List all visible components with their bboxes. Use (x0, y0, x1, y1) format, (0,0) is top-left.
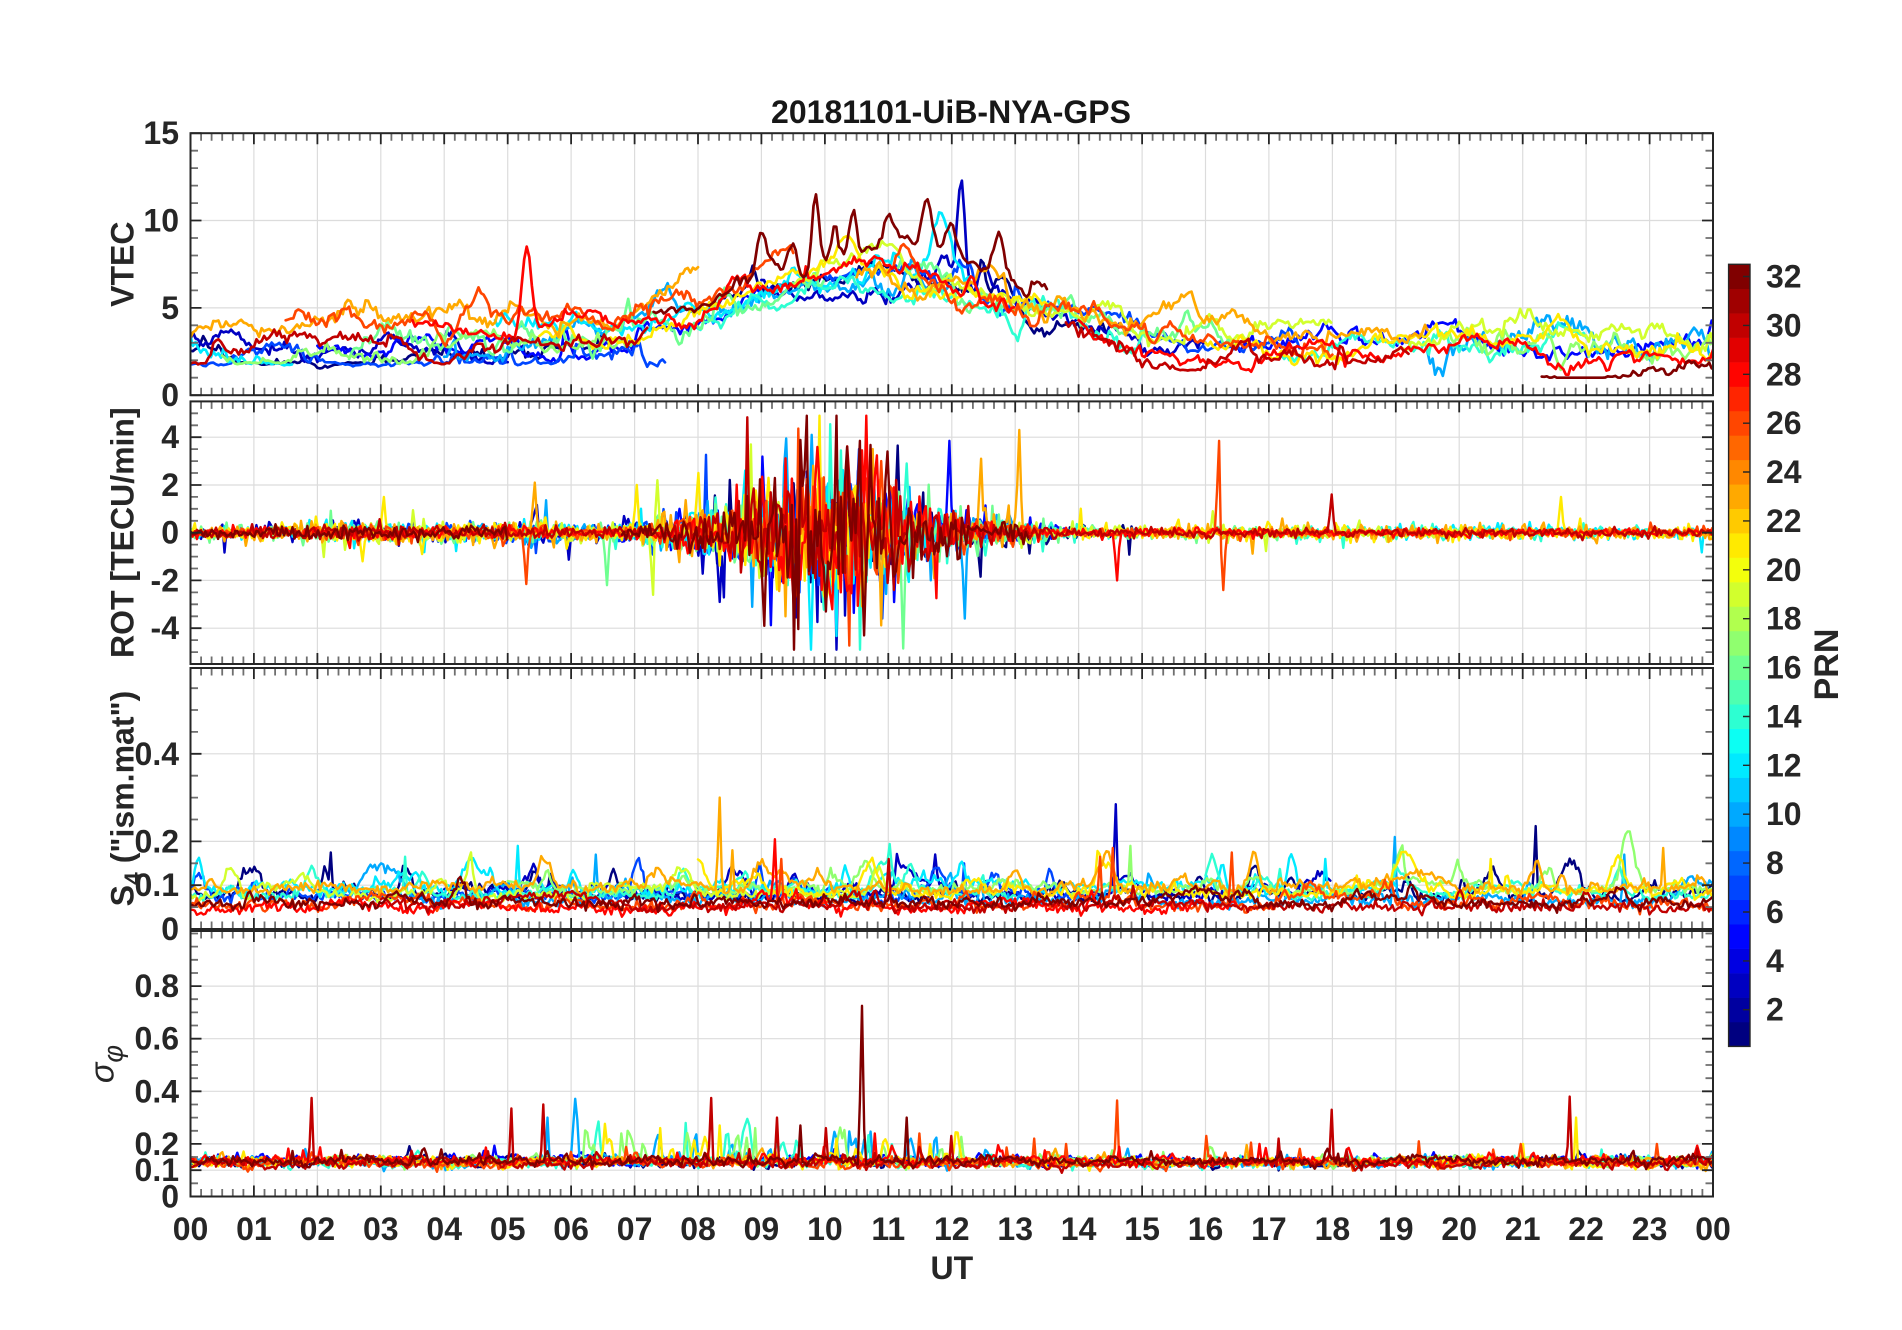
svg-text:06: 06 (553, 1211, 589, 1247)
svg-text:11: 11 (871, 1211, 905, 1247)
svg-text:0.2: 0.2 (135, 1126, 179, 1162)
svg-text:02: 02 (300, 1211, 336, 1247)
svg-text:14: 14 (1061, 1211, 1097, 1247)
svg-text:0: 0 (161, 377, 179, 413)
svg-text:4: 4 (161, 419, 179, 455)
svg-text:15: 15 (143, 115, 179, 151)
svg-text:0.2: 0.2 (135, 823, 179, 859)
svg-text:26: 26 (1766, 405, 1802, 441)
svg-text:16: 16 (1188, 1211, 1224, 1247)
svg-text:22: 22 (1766, 503, 1802, 539)
svg-text:21: 21 (1505, 1211, 1541, 1247)
svg-text:8: 8 (1766, 845, 1784, 881)
svg-text:09: 09 (744, 1211, 780, 1247)
svg-text:20: 20 (1441, 1211, 1477, 1247)
svg-text:12: 12 (1766, 747, 1802, 783)
svg-text:00: 00 (173, 1211, 209, 1247)
svg-text:04: 04 (426, 1211, 462, 1247)
svg-text:-4: -4 (151, 610, 180, 646)
svg-text:10: 10 (1766, 796, 1802, 832)
svg-text:19: 19 (1378, 1211, 1414, 1247)
svg-text:28: 28 (1766, 356, 1802, 392)
svg-text:0: 0 (161, 1179, 179, 1215)
svg-text:18: 18 (1766, 601, 1802, 637)
svg-text:PRN: PRN (1808, 629, 1846, 701)
svg-text:23: 23 (1632, 1211, 1668, 1247)
svg-text:14: 14 (1766, 699, 1802, 735)
svg-text:2: 2 (1766, 992, 1784, 1028)
svg-text:0.4: 0.4 (135, 736, 180, 772)
svg-text:0.1: 0.1 (135, 867, 179, 903)
svg-text:4: 4 (1766, 943, 1784, 979)
svg-text:05: 05 (490, 1211, 526, 1247)
svg-text:UT: UT (930, 1250, 973, 1286)
svg-text:22: 22 (1568, 1211, 1604, 1247)
svg-text:30: 30 (1766, 307, 1802, 343)
svg-text:0: 0 (161, 911, 179, 947)
svg-text:ROT [TECU/min]: ROT [TECU/min] (105, 407, 141, 658)
svg-text:S4 ("ism.mat"): S4 ("ism.mat") (105, 691, 146, 907)
svg-text:20: 20 (1766, 552, 1802, 588)
svg-text:01: 01 (236, 1211, 272, 1247)
svg-text:-2: -2 (151, 562, 179, 598)
svg-text:6: 6 (1766, 894, 1784, 930)
svg-text:18: 18 (1315, 1211, 1351, 1247)
svg-text:00: 00 (1695, 1211, 1731, 1247)
svg-text:0.1: 0.1 (135, 1152, 179, 1188)
svg-text:0.4: 0.4 (135, 1073, 180, 1109)
svg-text:12: 12 (934, 1211, 970, 1247)
svg-text:10: 10 (143, 203, 179, 239)
svg-text:0.8: 0.8 (135, 968, 179, 1004)
svg-text:VTEC: VTEC (105, 222, 141, 307)
svg-text:03: 03 (363, 1211, 399, 1247)
svg-text:16: 16 (1766, 650, 1802, 686)
svg-text:15: 15 (1124, 1211, 1160, 1247)
svg-text:17: 17 (1251, 1211, 1287, 1247)
svg-text:24: 24 (1766, 454, 1802, 490)
svg-text:0: 0 (161, 515, 179, 551)
svg-text:07: 07 (617, 1211, 653, 1247)
svg-text:08: 08 (680, 1211, 716, 1247)
svg-text:10: 10 (807, 1211, 843, 1247)
svg-text:32: 32 (1766, 259, 1802, 295)
svg-text:13: 13 (997, 1211, 1033, 1247)
svg-text:0.6: 0.6 (135, 1021, 179, 1057)
svg-text:5: 5 (161, 290, 179, 326)
svg-text:20181101-UiB-NYA-GPS: 20181101-UiB-NYA-GPS (771, 94, 1131, 130)
svg-text:2: 2 (161, 467, 179, 503)
